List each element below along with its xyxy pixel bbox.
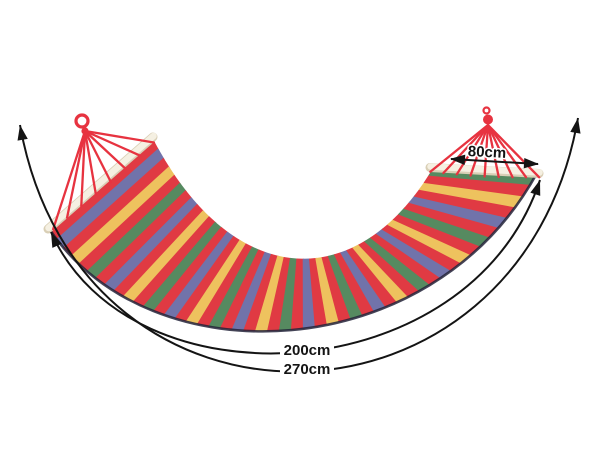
right-rope bbox=[469, 123, 490, 177]
right-rope bbox=[483, 123, 490, 178]
bar-width-left-arrowhead-icon bbox=[450, 154, 466, 165]
fabric-stripe-red bbox=[403, 201, 501, 238]
right-rope bbox=[486, 123, 500, 179]
rope-fans bbox=[51, 123, 541, 231]
right-rope bbox=[442, 123, 490, 175]
fabric-stripe-red bbox=[63, 157, 171, 258]
left-rope-loop-icon bbox=[74, 113, 90, 129]
left-rope bbox=[83, 129, 142, 157]
fabric-stripe-yellow bbox=[387, 218, 473, 264]
rope-knots bbox=[74, 106, 493, 135]
right-rope-knot bbox=[483, 114, 493, 125]
fabric-stripe-red bbox=[413, 188, 517, 218]
fabric-stripe-blue bbox=[231, 251, 273, 331]
fabric-stripe-green bbox=[398, 207, 492, 247]
left-rope bbox=[65, 129, 87, 219]
fabric-stripe-blue bbox=[375, 228, 454, 279]
fabric-stripe-yellow bbox=[352, 243, 411, 303]
fabric-stripe-red bbox=[174, 235, 242, 323]
bed-length-dimension: 200cm bbox=[280, 342, 334, 359]
fabric-stripe-red bbox=[50, 139, 160, 242]
bar-width-label: 80cm bbox=[467, 143, 506, 162]
right-rope-loop-icon bbox=[482, 106, 491, 115]
right-rope bbox=[486, 123, 514, 179]
total-length-dimension: 270cm bbox=[280, 361, 334, 378]
left-rope bbox=[83, 129, 156, 144]
right-rope bbox=[429, 123, 490, 173]
fabric-stripe-yellow bbox=[255, 255, 286, 332]
fabric-stripe-red bbox=[196, 243, 254, 328]
left-rope bbox=[83, 129, 113, 184]
total-length-right-arrowhead-icon bbox=[570, 118, 581, 134]
fabric-stripe-green bbox=[208, 246, 260, 329]
fabric-stripe-red bbox=[132, 216, 217, 308]
fabric-stripe-green bbox=[327, 254, 366, 320]
fabric-stripe-blue bbox=[56, 148, 165, 250]
left-rope bbox=[83, 129, 127, 171]
right-rope bbox=[455, 123, 490, 176]
total-length-label: 270cm bbox=[284, 361, 331, 378]
left-spreader-bar-face bbox=[45, 132, 157, 232]
fabric-stripe-red bbox=[113, 203, 205, 298]
bed-length-right-arrowhead-icon bbox=[530, 180, 541, 196]
fabric-stripe-red bbox=[358, 240, 422, 298]
dimension-annotations: 80cm 200cm 270cm bbox=[17, 117, 581, 378]
bed-length-label-backing bbox=[280, 342, 334, 358]
fabric-stripe-red bbox=[333, 252, 377, 316]
fabric-stripe-green bbox=[142, 221, 223, 312]
fabric-stripe-red bbox=[321, 255, 354, 323]
fabric-stripe-red bbox=[78, 174, 182, 273]
fabric-stripe-blue bbox=[104, 197, 199, 293]
bed-length-left-arrowhead-icon bbox=[51, 232, 62, 248]
left-rope-knot bbox=[81, 127, 89, 135]
fabric-stripe-blue bbox=[340, 249, 389, 312]
fabric-stripe-yellow bbox=[122, 210, 211, 303]
right-rope bbox=[486, 123, 528, 179]
fabric-stripe-yellow bbox=[418, 181, 525, 208]
hammock-fabric bbox=[50, 139, 537, 332]
fabric-stripe-red bbox=[392, 213, 483, 256]
left-rope bbox=[51, 129, 87, 231]
fabric-stripe-red bbox=[423, 173, 532, 197]
fabric-stripe-green bbox=[364, 236, 433, 292]
right-rope bbox=[486, 123, 541, 179]
fabric-stripe-green bbox=[86, 182, 187, 280]
fabric-bottom-edge-shadow bbox=[48, 171, 539, 333]
fabric-stripe-red bbox=[370, 232, 443, 285]
fabric-stripe-red bbox=[381, 223, 464, 271]
fabric-stripe-red bbox=[346, 247, 400, 308]
fabric-stripe-blue bbox=[163, 231, 235, 320]
arrowheads bbox=[17, 118, 581, 248]
bar-width-right-arrowhead-icon bbox=[523, 158, 539, 169]
fabric-stripe-red bbox=[267, 257, 292, 332]
fabric-stripe-red bbox=[290, 258, 306, 331]
fabric-stripe-yellow bbox=[185, 239, 248, 325]
fabric-stripe-yellow bbox=[70, 166, 176, 266]
fabric-stripe-red bbox=[243, 253, 279, 332]
bar-width-arrow bbox=[450, 158, 539, 165]
total-length-left-arrowhead-icon bbox=[17, 125, 28, 141]
fabric-stripe-red bbox=[153, 226, 229, 316]
bar-width-dimension: 80cm bbox=[466, 142, 508, 164]
fabric-stripe-red bbox=[95, 190, 193, 287]
total-length-label-backing bbox=[280, 361, 334, 377]
left-rope bbox=[80, 129, 87, 208]
bed-length-label: 200cm bbox=[284, 342, 331, 359]
left-rope bbox=[83, 129, 98, 196]
fabric-stripe-red bbox=[219, 249, 267, 331]
fabric-stripe-blue bbox=[408, 194, 509, 228]
